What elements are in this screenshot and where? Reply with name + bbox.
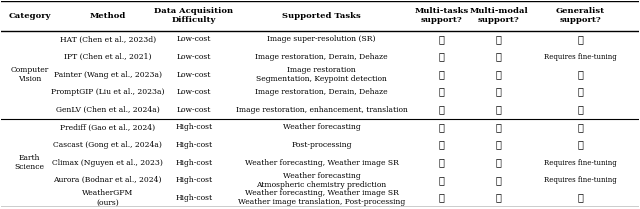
Text: Low-cost: Low-cost [177, 53, 211, 61]
Text: Requires fine-tuning: Requires fine-tuning [544, 159, 616, 167]
Text: Supported Tasks: Supported Tasks [282, 12, 361, 20]
Text: ✗: ✗ [577, 123, 583, 132]
Text: ✓: ✓ [577, 70, 583, 79]
Text: Image restoration, Derain, Dehaze: Image restoration, Derain, Dehaze [255, 88, 388, 96]
Text: Earth
Science: Earth Science [15, 154, 44, 171]
Text: Image super-resolution (SR): Image super-resolution (SR) [268, 35, 376, 43]
Text: ✓: ✓ [577, 105, 583, 114]
Text: WeatherGFM
(ours): WeatherGFM (ours) [82, 189, 133, 206]
Text: ✗: ✗ [496, 158, 502, 167]
Text: ✗: ✗ [496, 123, 502, 132]
Text: Multi-modal
support?: Multi-modal support? [469, 7, 528, 24]
Text: Weather forecasting
Atmospheric chemistry prediction: Weather forecasting Atmospheric chemistr… [257, 172, 387, 189]
Text: ✓: ✓ [438, 158, 444, 167]
Text: Image restoration, enhancement, translation: Image restoration, enhancement, translat… [236, 106, 408, 114]
Text: ✓: ✓ [438, 70, 444, 79]
Text: High-cost: High-cost [175, 176, 212, 184]
Text: ✗: ✗ [438, 35, 444, 44]
Text: ✗: ✗ [577, 140, 583, 149]
Text: Low-cost: Low-cost [177, 88, 211, 96]
Text: ✗: ✗ [496, 88, 502, 97]
Text: Low-cost: Low-cost [177, 106, 211, 114]
Text: Image restoration, Derain, Dehaze: Image restoration, Derain, Dehaze [255, 53, 388, 61]
Text: High-cost: High-cost [175, 123, 212, 131]
Text: ✗: ✗ [438, 176, 444, 185]
Text: Weather forecasting, Weather image SR: Weather forecasting, Weather image SR [244, 159, 399, 167]
Text: ✓: ✓ [438, 105, 444, 114]
Text: ✗: ✗ [496, 52, 502, 61]
Text: HAT (Chen et al., 2023d): HAT (Chen et al., 2023d) [60, 35, 156, 43]
Text: ✓: ✓ [438, 193, 444, 202]
Text: GenLV (Chen et al., 2024a): GenLV (Chen et al., 2024a) [56, 106, 159, 114]
Text: ✗: ✗ [496, 140, 502, 149]
Text: ✓: ✓ [496, 193, 502, 202]
Text: Requires fine-tuning: Requires fine-tuning [544, 53, 616, 61]
Text: Multi-tasks
support?: Multi-tasks support? [414, 7, 468, 24]
Text: Climax (Nguyen et al., 2023): Climax (Nguyen et al., 2023) [52, 159, 163, 167]
Text: ✗: ✗ [496, 70, 502, 79]
Text: ✗: ✗ [496, 35, 502, 44]
Text: Generalist
support?: Generalist support? [556, 7, 605, 24]
Text: Weather forecasting: Weather forecasting [283, 123, 360, 131]
Text: High-cost: High-cost [175, 194, 212, 202]
Text: Painter (Wang et al., 2023a): Painter (Wang et al., 2023a) [54, 71, 162, 79]
Text: ✗: ✗ [496, 105, 502, 114]
Text: ✓: ✓ [496, 176, 502, 185]
Text: Image restoration
Segmentation, Keypoint detection: Image restoration Segmentation, Keypoint… [256, 66, 387, 83]
Text: IPT (Chen et al., 2021): IPT (Chen et al., 2021) [64, 53, 152, 61]
Text: Computer
Vision: Computer Vision [10, 66, 49, 83]
Text: Low-cost: Low-cost [177, 35, 211, 43]
Text: High-cost: High-cost [175, 141, 212, 149]
Text: ✗: ✗ [438, 123, 444, 132]
Text: Cascast (Gong et al., 2024a): Cascast (Gong et al., 2024a) [53, 141, 162, 149]
Text: ✗: ✗ [577, 35, 583, 44]
Text: Low-cost: Low-cost [177, 71, 211, 79]
Text: PromptGIP (Liu et al., 2023a): PromptGIP (Liu et al., 2023a) [51, 88, 164, 96]
Text: Weather forecasting, Weather image SR
Weather image translation, Post-processing: Weather forecasting, Weather image SR We… [238, 189, 405, 206]
Text: ✓: ✓ [577, 193, 583, 202]
Text: ✓: ✓ [577, 88, 583, 97]
Text: Requires fine-tuning: Requires fine-tuning [544, 176, 616, 184]
Text: Category: Category [8, 12, 51, 20]
Text: Data Acquisition
Difficulty: Data Acquisition Difficulty [154, 7, 234, 24]
Text: Aurora (Bodnar et al., 2024): Aurora (Bodnar et al., 2024) [53, 176, 162, 184]
Text: Prediff (Gao et al., 2024): Prediff (Gao et al., 2024) [60, 123, 156, 131]
Text: ✓: ✓ [438, 88, 444, 97]
Text: Post-processing: Post-processing [291, 141, 352, 149]
Text: Method: Method [90, 12, 126, 20]
Text: ✓: ✓ [438, 52, 444, 61]
Text: ✗: ✗ [438, 140, 444, 149]
Text: High-cost: High-cost [175, 159, 212, 167]
